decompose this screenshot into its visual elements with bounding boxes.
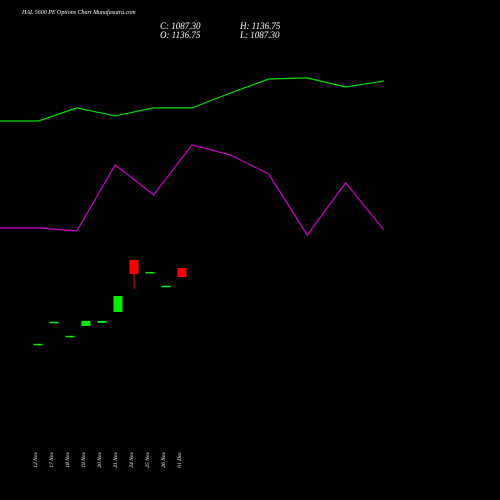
candle-body <box>145 271 155 274</box>
x-tick-label: 19 Nov <box>81 451 87 467</box>
candle-body <box>81 320 91 326</box>
candle-body <box>161 285 171 288</box>
x-tick-label: 01 Dec <box>177 451 183 467</box>
indicator-line <box>0 77 385 122</box>
ohlc-high: H: 1136.75 <box>239 21 281 31</box>
x-tick-label: 12 Nov <box>33 451 39 467</box>
ohlc-low: L: 1087.30 <box>239 30 280 40</box>
x-tick-label: 24 Nov <box>128 451 135 467</box>
x-tick-label: 20 Nov <box>97 451 103 467</box>
x-tick-label: 26 Nov <box>161 451 167 467</box>
x-tick-label: 21 Nov <box>113 451 119 467</box>
x-tick-label: 17 Nov <box>49 451 55 467</box>
candle-body <box>177 267 187 277</box>
candle-body <box>49 321 59 324</box>
ohlc-close: C: 1087.30 <box>160 21 201 31</box>
candle-body <box>97 320 107 323</box>
candle-body <box>113 295 123 312</box>
indicator-line <box>0 144 385 237</box>
x-tick-label: 25 Nov <box>145 451 151 467</box>
x-tick-label: 18 Nov <box>65 451 71 467</box>
chart-title: HAL 5600 PE Options Chart Munafasutra.co… <box>21 9 136 16</box>
candle-body <box>129 259 139 274</box>
ohlc-open: O: 1136.75 <box>160 30 201 40</box>
candle-body <box>33 343 43 346</box>
candle-body <box>65 335 75 338</box>
